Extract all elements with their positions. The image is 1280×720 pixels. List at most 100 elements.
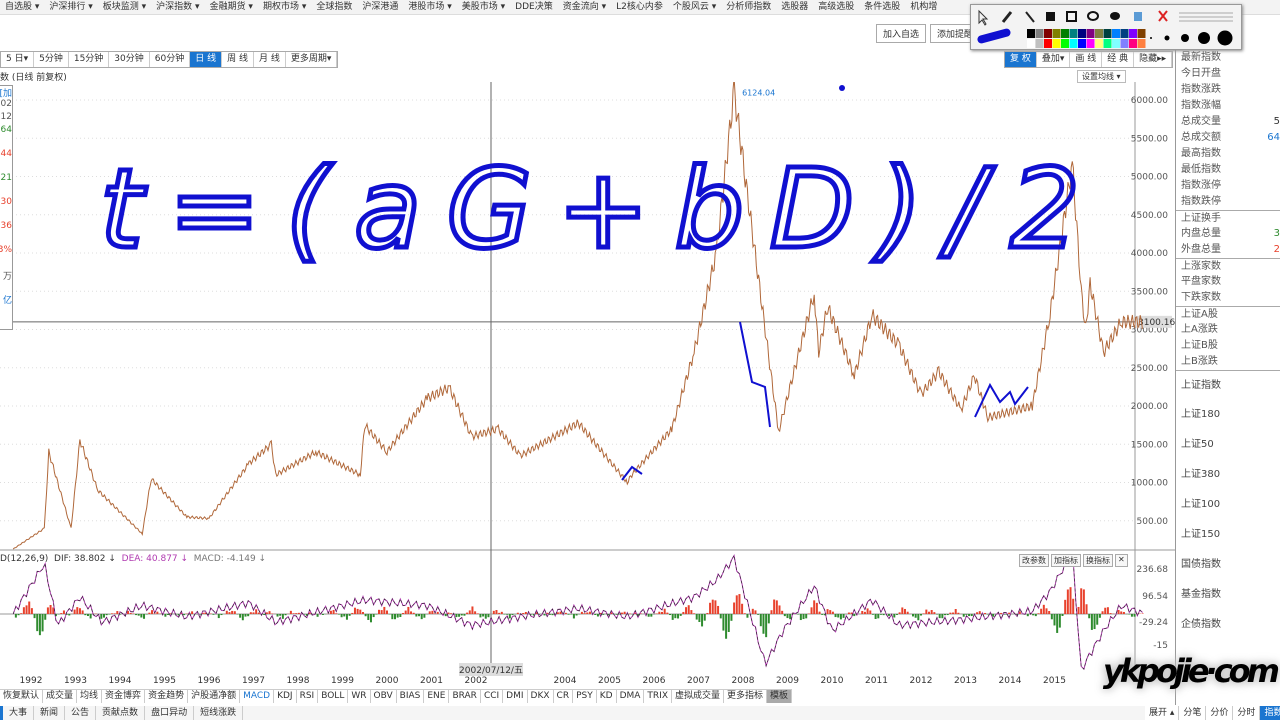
color-swatch[interactable] [1035, 39, 1044, 48]
color-swatch[interactable] [1095, 29, 1103, 38]
period-tab[interactable]: 更多周期▾ [286, 52, 338, 67]
filled-rect-icon[interactable] [1046, 12, 1055, 21]
color-swatch[interactable] [1137, 39, 1146, 48]
chart-tool-button[interactable]: 复 权 [1005, 52, 1037, 67]
indicator-tab[interactable]: OBV [371, 690, 397, 703]
menu-item[interactable]: 板块监测 ▾ [102, 2, 147, 12]
color-swatch[interactable] [1129, 29, 1137, 38]
indicator-tab[interactable]: 更多指标 [724, 690, 768, 703]
indicator-tab[interactable]: ENE [424, 690, 450, 703]
menu-item[interactable]: 期权市场 ▾ [262, 2, 307, 12]
bottom-tab[interactable]: 贡献点数 [96, 706, 146, 720]
period-tab[interactable]: 周 线 [222, 52, 254, 67]
color-swatch[interactable] [1137, 29, 1146, 38]
menu-item[interactable]: 资金流向 ▾ [562, 2, 607, 12]
menu-item[interactable]: 选股器 [781, 2, 809, 12]
color-swatch[interactable] [1061, 39, 1069, 48]
menu-item[interactable]: 分析师指数 [726, 2, 772, 12]
menu-item[interactable]: 沪深排行 ▾ [49, 2, 93, 12]
chart-tool-button[interactable]: 隐藏▸▸ [1134, 52, 1173, 67]
period-tab[interactable]: 5 日▾ [1, 52, 35, 67]
indicator-tab[interactable]: MACD [240, 690, 275, 703]
indicator-tab[interactable]: 资金趋势 [145, 690, 189, 703]
indicator-tab[interactable]: RSI [297, 690, 319, 703]
bottom-tab[interactable]: 短线涨跌 [194, 706, 244, 720]
period-tab[interactable]: 日 线 [190, 52, 223, 67]
menu-item[interactable]: 条件选股 [864, 2, 901, 12]
indicator-tab[interactable]: DMI [503, 690, 528, 703]
indicator-tab[interactable]: BOLL [318, 690, 349, 703]
menu-item[interactable]: 金融期货 ▾ [209, 2, 253, 12]
period-tab[interactable]: 15分钟 [69, 52, 110, 67]
color-swatch[interactable] [1103, 39, 1112, 48]
menu-item[interactable]: 自选股 ▾ [5, 2, 40, 12]
menu-item[interactable]: 全球指数 [316, 2, 353, 12]
macd-button[interactable]: 换指标 [1083, 554, 1113, 567]
indicator-tab[interactable]: BRAR [449, 690, 481, 703]
indicator-tab[interactable]: BIAS [397, 690, 425, 703]
indicator-tab[interactable]: 模板 [767, 690, 793, 703]
eraser-icon[interactable] [1134, 12, 1142, 21]
index-link[interactable]: 上证380 [1181, 469, 1221, 480]
color-swatch[interactable] [1120, 29, 1129, 38]
index-link[interactable]: 基金指数 [1181, 589, 1221, 600]
add-alert-button[interactable]: 添加提醒 [930, 24, 981, 43]
menu-item[interactable]: 港股市场 ▾ [408, 2, 452, 12]
indicator-tab[interactable]: 沪股通净额 [188, 690, 241, 703]
period-tab[interactable]: 月 线 [254, 52, 286, 67]
index-link[interactable]: 上证50 [1181, 439, 1214, 450]
color-swatch[interactable] [1052, 29, 1061, 38]
indicator-tab[interactable]: CR [554, 690, 574, 703]
macd-button[interactable]: ✕ [1115, 554, 1128, 567]
indicator-tab[interactable]: 恢复默认 [0, 690, 44, 703]
bottom-tab[interactable]: 公告 [65, 706, 97, 720]
chart-tool-button[interactable]: 经 典 [1102, 52, 1135, 67]
line-icon[interactable] [1025, 11, 1035, 23]
color-swatch[interactable] [1044, 29, 1052, 38]
color-swatch[interactable] [1035, 29, 1044, 38]
index-link[interactable]: 上证指数 [1176, 370, 1280, 400]
ellipse-icon[interactable] [1087, 11, 1099, 21]
color-swatch[interactable] [1129, 39, 1137, 48]
indicator-tab[interactable]: DMA [617, 690, 645, 703]
bottom-tab[interactable]: 盘口异动 [145, 706, 195, 720]
brush-size-picker[interactable] [1150, 30, 1233, 46]
period-tab[interactable]: 5分钟 [34, 52, 69, 67]
indicator-tab[interactable]: WR [348, 690, 371, 703]
add-watchlist-button[interactable]: 加入自选 [876, 24, 927, 43]
pen-icon[interactable] [1001, 11, 1013, 23]
macd-button[interactable]: 改参数 [1019, 554, 1049, 567]
menu-item[interactable]: 美股市场 ▾ [461, 2, 506, 12]
color-swatch[interactable] [1078, 29, 1086, 38]
index-link[interactable]: 上证180 [1181, 409, 1221, 420]
bottom-right-tab[interactable]: 分时 [1233, 706, 1261, 720]
chart-tool-button[interactable]: 叠加▾ [1037, 52, 1071, 67]
bottom-right-tab[interactable]: 分笔 [1179, 706, 1207, 720]
indicator-tab[interactable]: 资金博弈 [102, 690, 146, 703]
color-swatch[interactable] [1086, 39, 1095, 48]
bottom-right-tab[interactable]: 指数 [1260, 706, 1280, 720]
color-swatch[interactable] [1086, 29, 1095, 38]
menu-item[interactable]: L2核心内参 [616, 2, 663, 12]
bottom-tab[interactable]: 大事 [0, 706, 35, 720]
index-link[interactable]: 企债指数 [1181, 619, 1221, 630]
color-swatch[interactable] [1112, 39, 1120, 48]
menu-item[interactable]: 沪深港通 [362, 2, 399, 12]
color-swatch[interactable] [1078, 39, 1086, 48]
bottom-right-tab[interactable]: 展开 ▴ [1145, 706, 1180, 720]
set-ma-dropdown[interactable]: 设置均线 ▾ [1077, 70, 1126, 83]
indicator-tab[interactable]: PSY [573, 690, 597, 703]
indicator-tab[interactable]: 虚拟成交量 [672, 690, 725, 703]
period-tab[interactable]: 30分钟 [109, 52, 150, 67]
indicator-tab[interactable]: KDJ [274, 690, 297, 703]
color-swatch[interactable] [1069, 29, 1078, 38]
indicator-tab[interactable]: KD [597, 690, 617, 703]
color-palette[interactable] [1027, 29, 1146, 48]
color-swatch[interactable] [1027, 39, 1035, 48]
color-swatch[interactable] [1044, 39, 1052, 48]
period-tab[interactable]: 60分钟 [150, 52, 191, 67]
close-icon[interactable] [1158, 10, 1168, 22]
menu-item[interactable]: 高级选股 [818, 2, 855, 12]
indicator-tab[interactable]: DKX [528, 690, 554, 703]
menu-item[interactable]: 机构增 [910, 2, 938, 12]
